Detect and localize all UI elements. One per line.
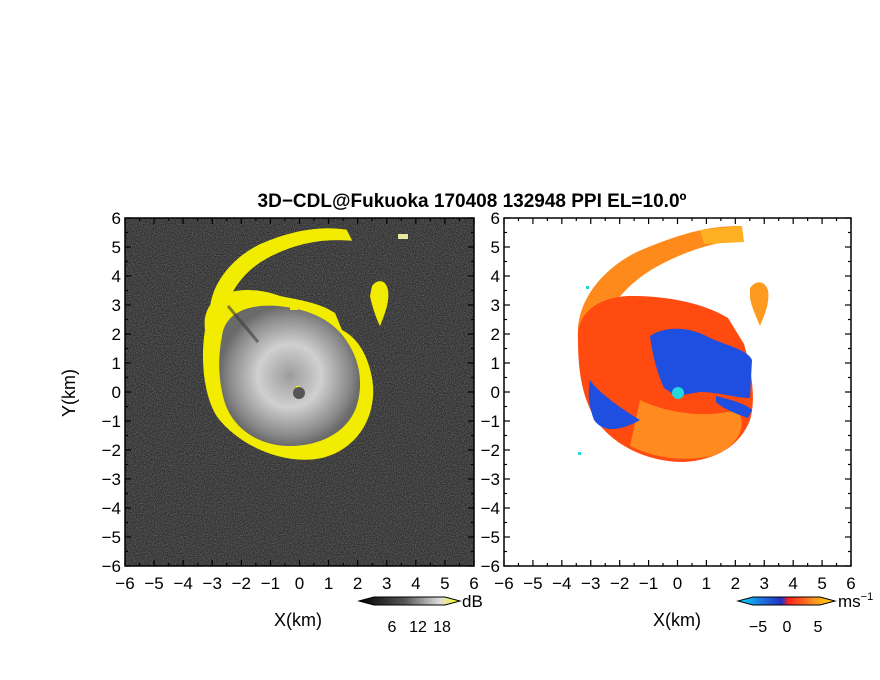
left-x-tick-label: −6 <box>115 574 134 593</box>
right-colorbar-unit-sup: −1 <box>861 591 874 603</box>
left-x-tick-label: 2 <box>353 574 362 593</box>
left-y-tick-label: 1 <box>112 354 121 373</box>
left-small-echo <box>398 234 408 239</box>
right-x-tick-label: −6 <box>494 574 513 593</box>
right-radar-marker <box>672 387 684 399</box>
right-x-tick-label: −5 <box>523 574 542 593</box>
right-y-tick-label: 2 <box>491 325 500 344</box>
left-outer-ring-echo <box>209 228 353 332</box>
left-xlabel: X(km) <box>274 610 322 630</box>
right-y-tick-label: −4 <box>481 499 500 518</box>
left-colorbar-tick-12: 12 <box>409 619 427 636</box>
right-y-tick-label: 6 <box>491 209 500 228</box>
left-colorbar-tick-6: 6 <box>388 619 397 636</box>
right-approaching-echo <box>650 328 752 398</box>
left-isolated-echo <box>370 281 389 326</box>
left-y-tick-label: −1 <box>102 412 121 431</box>
left-radar-marker <box>293 387 305 399</box>
right-y-tick-label: −5 <box>481 528 500 547</box>
left-y-tick-label: −6 <box>102 557 121 576</box>
left-x-tick-label: 4 <box>411 574 420 593</box>
left-scatter-echo <box>290 300 298 310</box>
left-colorbar-unit: dB <box>462 592 483 611</box>
right-colorbar-unit-base: ms <box>838 592 861 611</box>
right-x-tick-label: −2 <box>610 574 629 593</box>
left-x-tick-label: −3 <box>203 574 222 593</box>
right-x-tick-label: 0 <box>673 574 682 593</box>
left-x-tick-label: 1 <box>324 574 333 593</box>
right-isolated-echo <box>750 282 769 326</box>
left-y-tick-label: 2 <box>112 325 121 344</box>
right-x-tick-label: 1 <box>702 574 711 593</box>
right-y-tick-label: −2 <box>481 441 500 460</box>
left-x-tick-label: −1 <box>261 574 280 593</box>
left-x-tick-label: 5 <box>440 574 449 593</box>
left-x-tick-label: −5 <box>144 574 163 593</box>
right-x-tick-label: 4 <box>788 574 797 593</box>
chart-title: 3D−CDL@Fukuoka 170408 132948 PPI EL=10.0… <box>258 191 687 212</box>
left-y-tick-label: 6 <box>112 209 121 228</box>
right-y-tick-label: 4 <box>491 267 500 286</box>
right-y-tick-label: 5 <box>491 238 500 257</box>
left-y-tick-label: 4 <box>112 267 121 286</box>
right-approaching-edge <box>716 396 752 418</box>
right-x-tick-label: −1 <box>639 574 658 593</box>
left-core-dark-streak <box>226 305 260 343</box>
left-y-tick-label: −2 <box>102 441 121 460</box>
left-x-tick-label: 3 <box>382 574 391 593</box>
right-scatter-echo <box>586 286 589 289</box>
right-colorbar-tick-0: 0 <box>783 619 792 636</box>
left-inner-core <box>219 305 361 446</box>
right-receding-outer <box>630 400 742 459</box>
right-xlabel: X(km) <box>653 610 701 630</box>
left-x-tick-label: 0 <box>295 574 304 593</box>
left-y-tick-label: 3 <box>112 296 121 315</box>
left-x-tick-label: −2 <box>232 574 251 593</box>
right-x-tick-label: −4 <box>552 574 571 593</box>
right-colorbar: −5 0 5 ms−1 <box>736 591 873 636</box>
right-y-tick-label: −6 <box>481 557 500 576</box>
left-axis-ticks: −6 −5 −4 −3 −2 −1 0 1 2 3 4 5 6 6 5 4 3 2 1 0 −1 −2 −3 −4 −5 −6 <box>102 209 479 593</box>
left-y-tick-label: 5 <box>112 238 121 257</box>
left-y-tick-label: −4 <box>102 499 121 518</box>
right-x-tick-label: 6 <box>846 574 855 593</box>
right-colorbar-tick-5: 5 <box>814 619 823 636</box>
right-far-yellow-tip <box>700 226 744 244</box>
right-colorbar-unit: ms−1 <box>838 591 873 611</box>
right-x-tick-label: −3 <box>581 574 600 593</box>
right-x-tick-label: 2 <box>731 574 740 593</box>
right-y-tick-label: −3 <box>481 470 500 489</box>
right-y-tick-label: 3 <box>491 296 500 315</box>
left-x-tick-label: −4 <box>173 574 192 593</box>
right-colorbar-tick-minus5: −5 <box>749 619 767 636</box>
right-y-tick-label: 1 <box>491 354 500 373</box>
right-y-tick-label: 0 <box>491 383 500 402</box>
right-colorbar-body <box>736 596 837 606</box>
right-y-tick-label: −1 <box>481 412 500 431</box>
left-colorbar: 6 12 18 dB <box>357 592 483 636</box>
right-x-tick-label: 5 <box>817 574 826 593</box>
left-x-tick-label: 6 <box>469 574 478 593</box>
left-y-tick-label: −5 <box>102 528 121 547</box>
left-y-tick-label: −3 <box>102 470 121 489</box>
right-approaching-edge <box>588 380 640 430</box>
left-y-tick-label: 0 <box>112 383 121 402</box>
left-ylabel: Y(km) <box>59 369 79 417</box>
left-colorbar-tick-18: 18 <box>433 619 451 636</box>
right-scatter-echo <box>578 452 581 455</box>
left-colorbar-body <box>357 596 462 606</box>
right-x-tick-label: 3 <box>760 574 769 593</box>
